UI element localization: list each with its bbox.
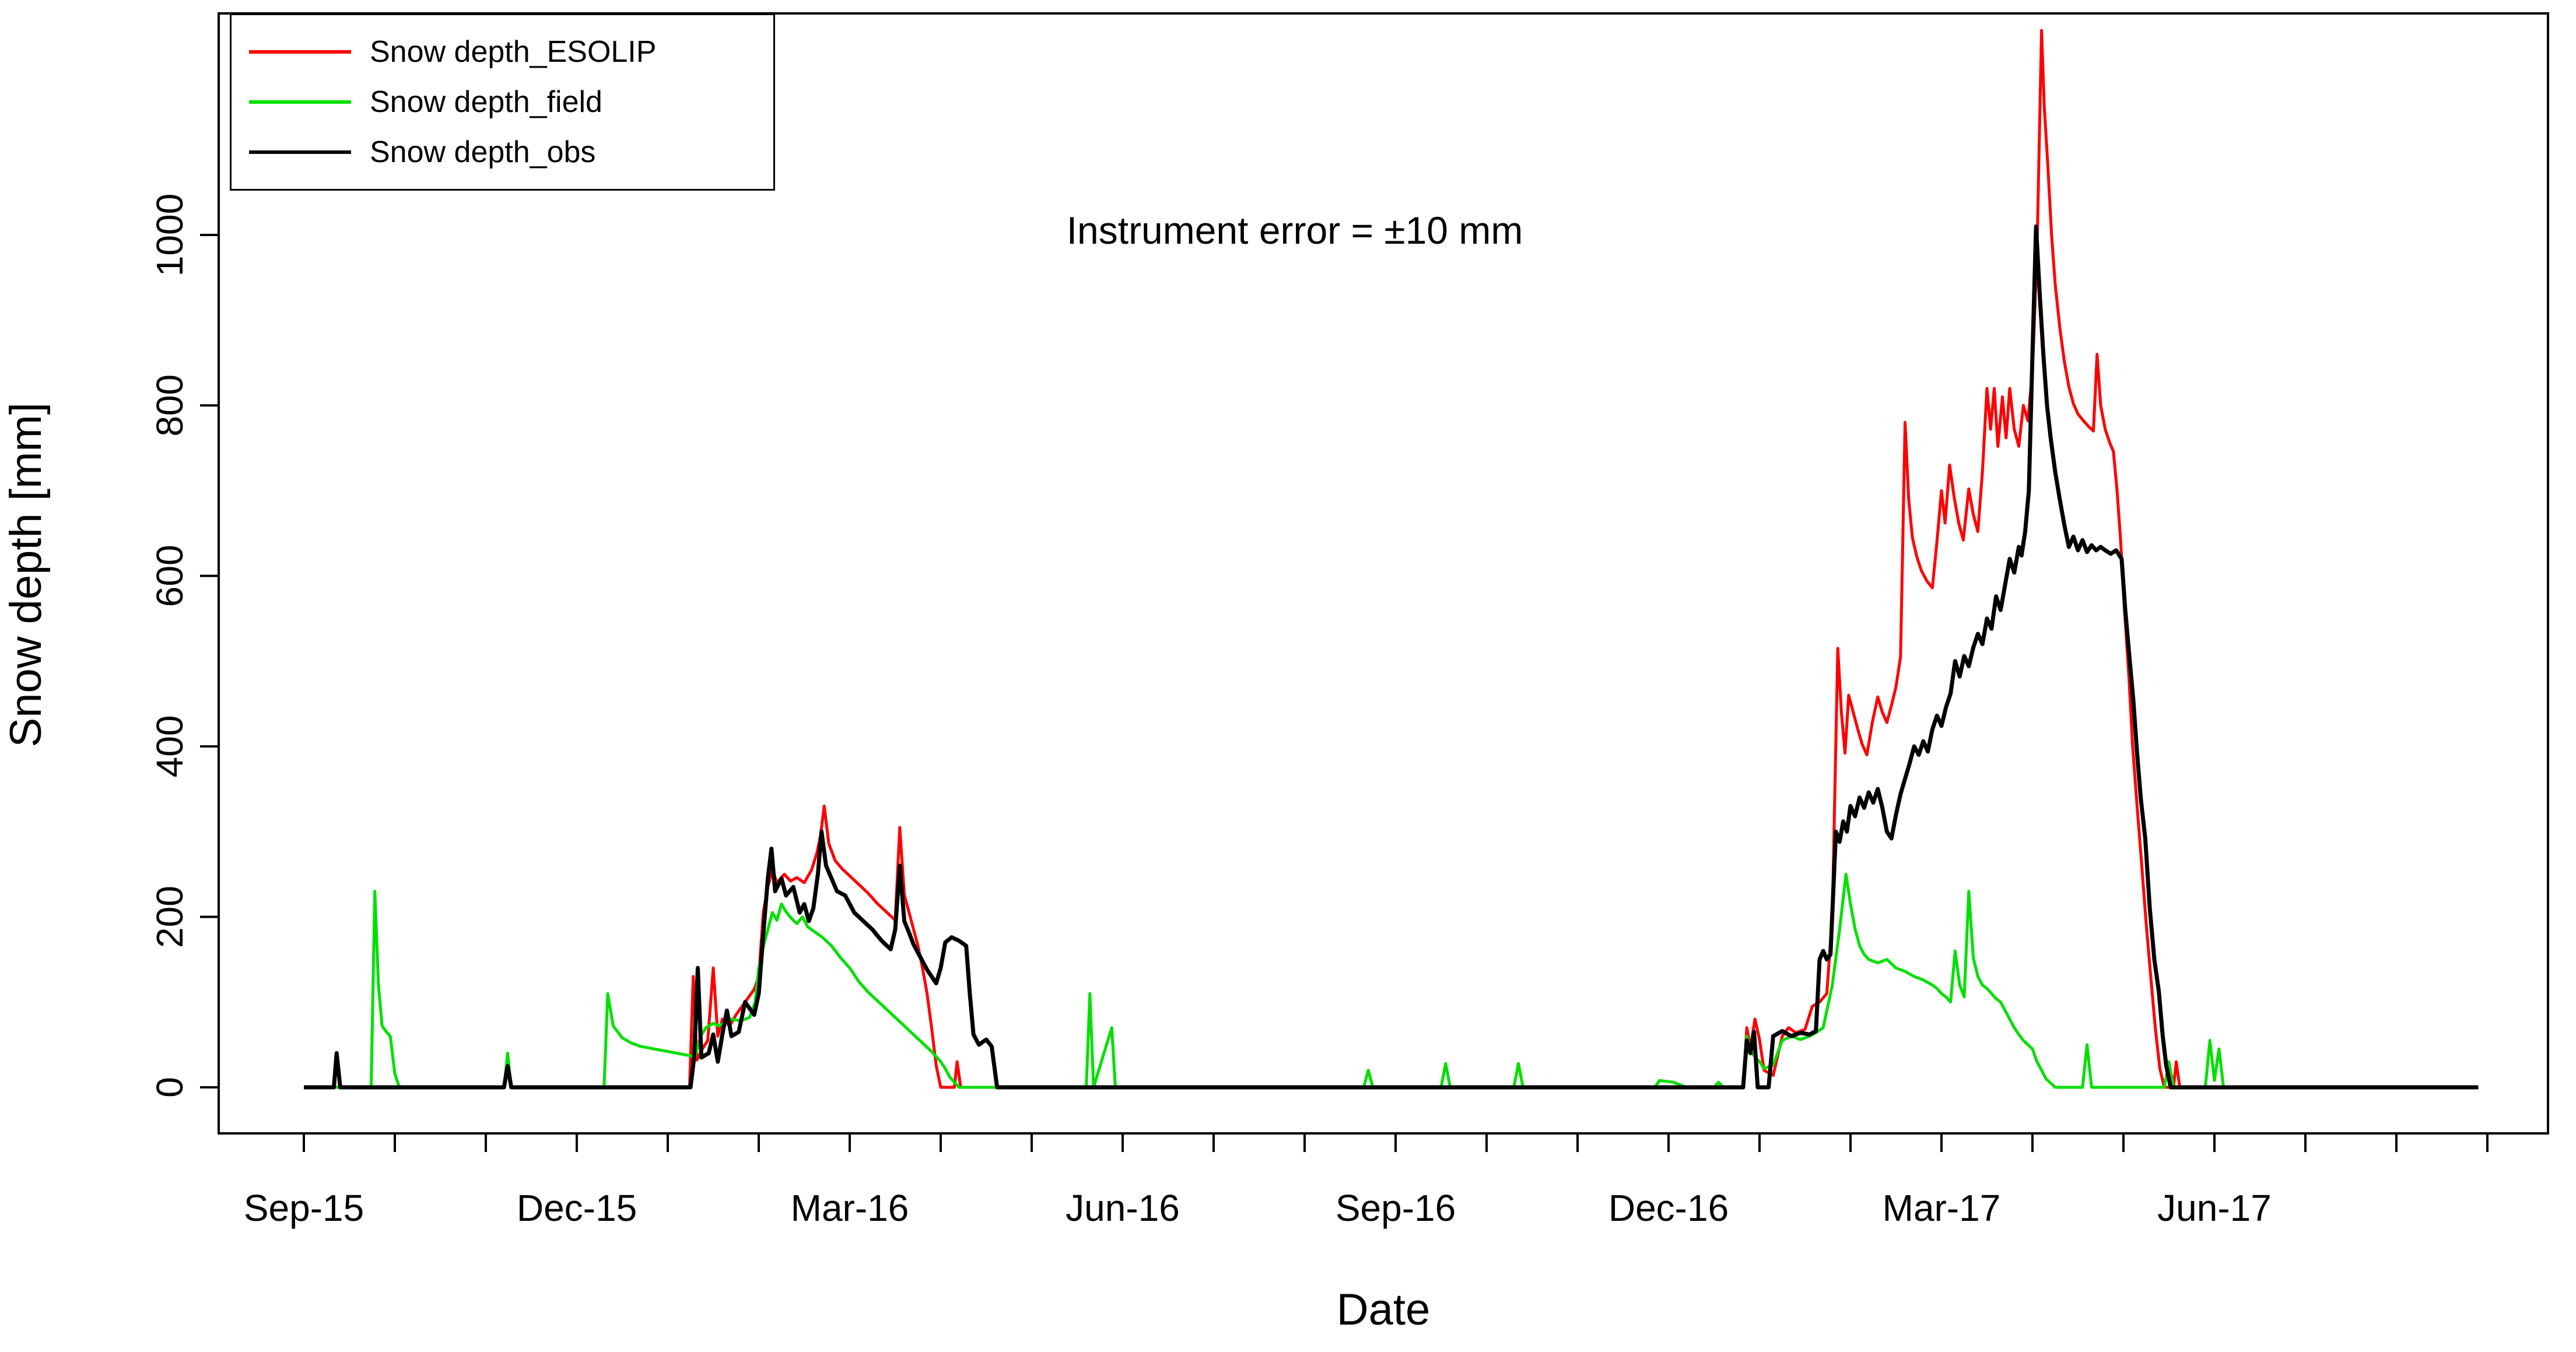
legend-label-field: Snow depth_field bbox=[370, 85, 602, 119]
legend-label-obs: Snow depth_obs bbox=[370, 135, 596, 169]
legend-label-esolip: Snow depth_ESOLIP bbox=[370, 35, 657, 69]
svg-text:0: 0 bbox=[149, 1077, 191, 1098]
svg-text:1000: 1000 bbox=[149, 194, 191, 276]
svg-text:Jun-17: Jun-17 bbox=[2157, 1187, 2272, 1229]
svg-text:Mar-16: Mar-16 bbox=[791, 1187, 909, 1229]
svg-text:Mar-17: Mar-17 bbox=[1883, 1187, 2001, 1229]
svg-text:Dec-16: Dec-16 bbox=[1608, 1187, 1729, 1229]
y-axis-title: Snow depth [mm] bbox=[1, 402, 51, 747]
svg-text:Dec-15: Dec-15 bbox=[517, 1187, 637, 1229]
svg-text:Sep-15: Sep-15 bbox=[244, 1187, 364, 1229]
svg-text:200: 200 bbox=[149, 886, 191, 948]
legend-item-field: Snow depth_field bbox=[249, 77, 773, 127]
legend-item-obs: Snow depth_obs bbox=[249, 127, 773, 177]
svg-text:Jun-16: Jun-16 bbox=[1066, 1187, 1180, 1229]
svg-text:800: 800 bbox=[149, 374, 191, 437]
svg-text:400: 400 bbox=[149, 715, 191, 778]
legend-item-esolip: Snow depth_ESOLIP bbox=[249, 27, 773, 77]
legend-line-sample-obs bbox=[249, 150, 351, 154]
legend-line-sample-field bbox=[249, 100, 351, 104]
x-axis-title: Date bbox=[1337, 1285, 1431, 1335]
svg-text:Sep-16: Sep-16 bbox=[1336, 1187, 1456, 1229]
legend-box: Snow depth_ESOLIP Snow depth_field Snow … bbox=[230, 13, 775, 191]
axes-layer: Sep-15 Dec-15 Mar-16 Jun-16 Sep-16 Dec-16 Mar-… bbox=[149, 12, 2549, 1229]
legend-line-sample-esolip bbox=[249, 50, 351, 54]
annotation-text: Instrument error = ±10 mm bbox=[1067, 209, 1523, 252]
svg-text:600: 600 bbox=[149, 545, 191, 607]
series-layer bbox=[304, 29, 2479, 1090]
